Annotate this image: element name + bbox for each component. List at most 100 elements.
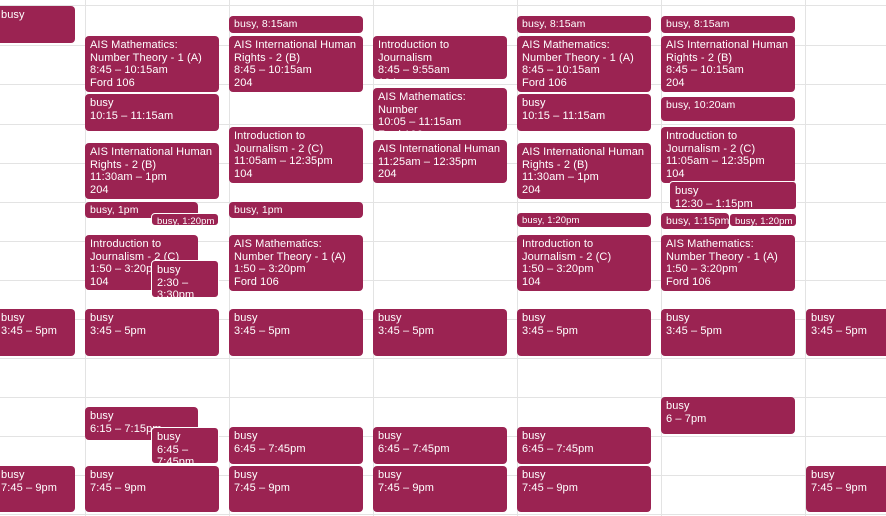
event-title: busy [811, 469, 835, 481]
calendar-event-introduction-to-journalism-2-c[interactable]: Introduction to Journalism - 2 (C) 1:50 –… [517, 235, 651, 291]
event-title: busy, 1:15pm [666, 215, 729, 227]
event-title: busy [378, 312, 402, 324]
hour-gridline [0, 241, 886, 242]
event-title: Introduction to Journalism - 2 (C) [666, 130, 756, 155]
event-time: 8:45 – 10:15am [234, 64, 312, 76]
calendar-event-busy[interactable]: busy 6:45 – 7:45pm [151, 427, 219, 464]
hour-gridline [0, 84, 886, 85]
event-time: 7:45 – 9pm [378, 481, 435, 494]
calendar-event-busy[interactable]: busy 7:45 – 9pm [373, 466, 507, 512]
event-title: busy [234, 312, 258, 324]
event-title: busy [522, 469, 546, 481]
event-title: busy [90, 469, 114, 481]
event-time: 11:30am – 1pm [90, 171, 167, 183]
calendar-event-busy-1-20pm[interactable]: busy, 1:20pm [151, 213, 219, 226]
calendar-event-busy[interactable]: busy 2:30 – 3:30pm [151, 260, 219, 298]
event-location: Ford 106 [522, 76, 567, 89]
event-title: busy, 1:20pm [157, 216, 215, 226]
event-title: busy [522, 312, 546, 324]
calendar-event-busy[interactable]: busy 7:45 – 9pm [517, 466, 651, 512]
event-title: Introduction to Journalism - 2 (C) [90, 238, 180, 263]
event-title: busy [811, 312, 835, 324]
event-time: 12:30 – 1:15pm [675, 197, 753, 210]
calendar-event-introduction-to-journalism-2-c[interactable]: Introduction to Journalism - 2 (C) 11:05a… [661, 127, 795, 183]
calendar-event-ais-mathematics-number-theory-1-a[interactable]: AIS Mathematics: Number Theory - 1 (A) 1:… [229, 235, 363, 291]
calendar-event-ais-mathematics-number-theory-1-a[interactable]: AIS Mathematics: Number Theory - 1 (A) 8:… [517, 36, 651, 92]
calendar-event-busy[interactable]: busy 7:45 – 9pm [85, 466, 219, 512]
calendar-event-busy-8-15am[interactable]: busy, 8:15am [517, 16, 651, 33]
event-title: busy [157, 264, 181, 276]
calendar-event-busy[interactable]: busy 6:45 – 7:45pm [517, 427, 651, 464]
calendar-event-busy-1pm[interactable]: busy, 1pm [229, 202, 363, 218]
calendar-event-busy[interactable]: busy 7:45 – 9pm [0, 466, 75, 512]
event-title: busy [90, 312, 114, 324]
event-title: busy [378, 469, 402, 481]
calendar-event-ais-international-human-rights-2-b[interactable]: AIS International Human Rights - 2 (B) 8:… [661, 36, 795, 92]
calendar-event-ais-mathematics-number-theory-1-a[interactable]: AIS Mathematics: Number Theory - 1 (A) 8:… [85, 36, 219, 92]
event-time: 3:45 – 5pm [666, 324, 723, 337]
calendar-event-busy[interactable]: busy 6 – 7pm [661, 397, 795, 434]
calendar-event-busy[interactable]: busy 10:15 – 11:15am [517, 94, 651, 131]
calendar-event-busy[interactable]: busy 7:45 – 9pm [229, 466, 363, 512]
calendar-event-busy[interactable]: busy 3:45 – 5pm [661, 309, 795, 356]
calendar-event-ais-mathematics-number-theory-1-a[interactable]: AIS Mathematics: Number Theory - 1 (A) 1:… [661, 235, 795, 291]
event-time: 3:45 – 5pm [90, 324, 147, 337]
event-title: busy, 1pm [234, 204, 283, 216]
calendar-event-busy-8-15am[interactable]: busy, 8:15am [229, 16, 363, 33]
calendar-event-busy[interactable]: busy 3:45 – 5pm [85, 309, 219, 356]
event-time: 11:30am – 1pm [522, 171, 599, 183]
calendar-event-introduction-to-journalism-2-c[interactable]: Introduction to Journalism - 2 (C) 11:05a… [229, 127, 363, 183]
event-time: 7:45 – 9pm [811, 481, 868, 494]
calendar-event-ais-international-human-rights-2-b[interactable]: AIS International Human Rights - 2 (B) 8:… [229, 36, 363, 92]
calendar-event-busy[interactable]: busy 7:45 – 9pm [806, 466, 886, 512]
day-column-divider [373, 0, 374, 516]
event-title: busy [90, 410, 114, 422]
calendar-event-busy-1-15pm[interactable]: busy, 1:15pm [661, 213, 729, 229]
event-location: Ford 106 [90, 76, 135, 89]
calendar-event-busy[interactable]: busy [0, 6, 75, 43]
calendar-event-busy[interactable]: busy 3:45 – 5pm [806, 309, 886, 356]
calendar-event-ais-international-human[interactable]: AIS International Human 11:25am – 12:35pm… [373, 140, 507, 183]
calendar-event-busy-8-15am[interactable]: busy, 8:15am [661, 16, 795, 33]
event-title: AIS International Human Rights - 2 (B) [234, 39, 357, 64]
event-title: AIS Mathematics: Number Theory - 1 (A) [522, 39, 634, 64]
event-time: 7:45 – 9pm [234, 481, 291, 494]
event-time: 10:15 – 11:15am [90, 109, 174, 122]
calendar-event-ais-international-human-rights-2-b[interactable]: AIS International Human Rights - 2 (B) 11… [517, 143, 651, 199]
calendar-event-busy[interactable]: busy 3:45 – 5pm [517, 309, 651, 356]
hour-gridline [0, 202, 886, 203]
calendar-event-busy[interactable]: busy 6:45 – 7:45pm [373, 427, 507, 464]
event-location: 104 [90, 275, 109, 288]
hour-gridline [0, 397, 886, 398]
event-location: 204 [234, 76, 253, 89]
calendar-event-busy[interactable]: busy 10:15 – 11:15am [85, 94, 219, 131]
event-title: busy [1, 312, 25, 324]
hour-gridline [0, 514, 886, 515]
calendar-event-busy[interactable]: busy 3:45 – 5pm [0, 309, 75, 356]
event-title: busy [90, 97, 114, 109]
event-time: 6:15 – 7:15pm [90, 422, 162, 435]
calendar-event-ais-international-human-rights-2-b[interactable]: AIS International Human Rights - 2 (B) 11… [85, 143, 219, 199]
calendar-event-busy[interactable]: busy 3:45 – 5pm [373, 309, 507, 356]
event-location: 104 [234, 167, 253, 180]
event-title: busy [666, 312, 690, 324]
event-title: busy [522, 430, 546, 442]
calendar-event-busy[interactable]: busy 3:45 – 5pm [229, 309, 363, 356]
event-title: busy [378, 430, 402, 442]
calendar-event-busy[interactable]: busy 12:30 – 1:15pm [669, 181, 797, 210]
event-title: busy, 8:15am [234, 18, 298, 30]
calendar-event-busy-1-20pm[interactable]: busy, 1:20pm [517, 213, 651, 227]
event-location: 204 [666, 76, 685, 89]
event-time: 3:45 – 5pm [1, 324, 58, 337]
event-title: busy, 1:20pm [735, 216, 793, 227]
event-time: 10:15 – 11:15am [522, 109, 606, 122]
event-time: 3:45 – 5pm [522, 324, 579, 337]
calendar-event-busy-1-20pm[interactable]: busy, 1:20pm [729, 213, 797, 227]
calendar-event-busy[interactable]: busy 6:45 – 7:45pm [229, 427, 363, 464]
event-location: 104 [666, 167, 685, 180]
calendar-event-busy-10-20am[interactable]: busy, 10:20am [661, 97, 795, 121]
event-title: busy, 1:20pm [522, 215, 580, 226]
